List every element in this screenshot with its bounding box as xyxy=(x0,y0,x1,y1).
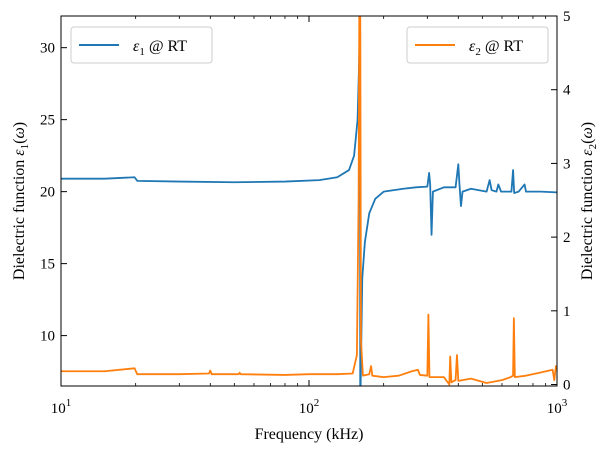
y-left-axis-label-prefix: Dielectric function xyxy=(11,156,28,280)
y-left-tick-label: 15 xyxy=(40,257,55,273)
x-tick-label-base: 10 xyxy=(51,401,66,417)
legend-eps2-subscript: 2 xyxy=(475,46,481,58)
y-right-tick-label: 1 xyxy=(563,304,571,320)
y-left-axis-label-open: ( xyxy=(11,139,28,144)
legend-eps1-epsilon: ε xyxy=(133,38,140,55)
y-right-tick-label: 4 xyxy=(563,83,571,99)
x-tick-label-exponent: 2 xyxy=(314,397,320,409)
legend-eps2-box xyxy=(406,26,549,64)
y-left-tick-label: 25 xyxy=(40,113,55,129)
y-right-axis-label: Dielectric function ε2(ω) xyxy=(579,122,599,280)
x-tick-label-exponent: 3 xyxy=(562,397,568,409)
y-left-axis-label-epsilon: ε xyxy=(11,149,28,156)
y-right-tick-label: 0 xyxy=(563,378,571,394)
legend-eps2-label: ε2 @ RT xyxy=(469,38,523,58)
series-eps2-line xyxy=(61,16,557,386)
legend-eps2-epsilon: ε xyxy=(469,38,476,55)
x-tick-label-base: 10 xyxy=(547,401,562,417)
y-right-axis-label-epsilon: ε xyxy=(579,149,596,156)
legend-eps1-text: @ RT xyxy=(145,38,187,55)
x-tick-label: 102 xyxy=(299,397,320,417)
y-left-tick-label: 20 xyxy=(40,185,55,201)
legend-eps1: ε1 @ RT xyxy=(70,26,213,64)
x-tick-label-base: 10 xyxy=(299,401,314,417)
y-right-tick-label: 2 xyxy=(563,230,571,246)
y-left-axis-label: Dielectric function ε1(ω) xyxy=(11,122,31,280)
y-left-tick-label: 30 xyxy=(40,41,55,57)
x-tick-label-exponent: 1 xyxy=(66,397,72,409)
y-right-axis-label-subscript: 2 xyxy=(587,144,599,150)
legend-eps1-box xyxy=(70,26,213,64)
plot-background xyxy=(61,16,557,386)
y-left-axis-label-close: ) xyxy=(11,122,28,127)
legend-eps2: ε2 @ RT xyxy=(406,26,549,64)
y-left-axis-label-omega: ω xyxy=(11,127,28,138)
y-right-axis-label-close: ) xyxy=(579,122,596,127)
y-right-axis-label-omega: ω xyxy=(579,127,596,138)
x-axis-label: Frequency (kHz) xyxy=(255,426,364,443)
series-eps2-group xyxy=(61,16,557,386)
y-right-axis-label-open: ( xyxy=(579,139,596,144)
y-right-axis-label-prefix: Dielectric function xyxy=(579,156,596,280)
series-eps1-line xyxy=(61,16,557,386)
y-left-tick-label: 10 xyxy=(40,329,55,345)
y-right-tick-label: 3 xyxy=(563,156,571,172)
legends-group: ε1 @ RT ε2 @ RT xyxy=(70,26,549,64)
x-tick-label: 103 xyxy=(547,397,568,417)
legend-eps1-label: ε1 @ RT xyxy=(133,38,187,58)
x-tick-label: 101 xyxy=(51,397,72,417)
legend-eps1-subscript: 1 xyxy=(139,46,145,58)
series-eps1-group xyxy=(61,16,557,386)
y-left-axis-label-subscript: 1 xyxy=(19,144,31,150)
legend-eps2-text: @ RT xyxy=(481,38,523,55)
y-right-tick-label: 5 xyxy=(563,9,571,25)
